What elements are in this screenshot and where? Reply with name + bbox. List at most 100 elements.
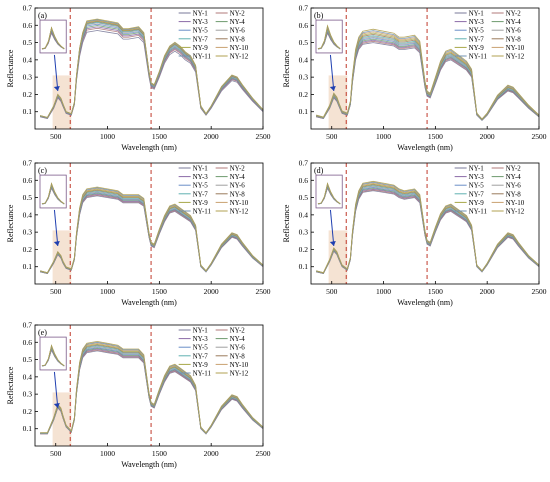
x-tick-label: 1500 bbox=[428, 132, 443, 141]
inset-series-line bbox=[41, 182, 65, 205]
legend-label: NY-6 bbox=[506, 27, 522, 35]
y-tick-label: 0.2 bbox=[299, 245, 309, 254]
x-tick-label: 1500 bbox=[152, 449, 167, 458]
y-tick-label: 0.3 bbox=[23, 73, 33, 82]
legend-label: NY-7 bbox=[469, 190, 485, 198]
legend-label: NY-1 bbox=[469, 10, 485, 18]
y-tick-label: 0.5 bbox=[23, 355, 33, 364]
y-tick-label: 0.2 bbox=[23, 90, 33, 99]
legend-label: NY-2 bbox=[506, 10, 522, 18]
y-tick-label: 0.1 bbox=[299, 107, 309, 116]
y-tick-label: 0.6 bbox=[299, 176, 309, 185]
x-tick-label: 1000 bbox=[100, 132, 115, 141]
x-tick-label: 2500 bbox=[532, 287, 547, 296]
x-tick-label: 1000 bbox=[100, 449, 115, 458]
legend-label: NY-8 bbox=[230, 352, 246, 360]
legend-label: NY-4 bbox=[506, 173, 522, 181]
y-tick-label: 0.4 bbox=[23, 210, 33, 219]
chart-panel-1: 500 1000 1500 2000 2500 0.1 0.2 0.3 0.4 0.5 0.6 0.7… bbox=[6, 4, 271, 153]
x-axis-label: Wavelength (nm) bbox=[121, 460, 177, 469]
axes-frame bbox=[34, 162, 264, 285]
x-tick-label: 2000 bbox=[480, 287, 495, 296]
legend-label: NY-12 bbox=[230, 208, 249, 216]
y-tick-label: 0.3 bbox=[299, 228, 309, 237]
legend-label: NY-11 bbox=[193, 370, 212, 378]
legend-label: NY-3 bbox=[193, 173, 209, 181]
y-axis-label: Reflectance bbox=[6, 204, 15, 242]
legend-label: NY-1 bbox=[469, 165, 485, 173]
x-tick-label: 1000 bbox=[100, 287, 115, 296]
arrow-head-icon bbox=[329, 240, 336, 246]
zoom-arrow bbox=[329, 209, 335, 247]
x-tick-label: 1000 bbox=[376, 132, 391, 141]
legend-label: NY-2 bbox=[506, 165, 522, 173]
legend-label: NY-3 bbox=[469, 18, 485, 26]
y-tick-label: 0.6 bbox=[299, 21, 309, 30]
legend-label: NY-4 bbox=[230, 335, 246, 343]
series-line-NY-12 bbox=[316, 28, 540, 120]
legend-label: NY-9 bbox=[193, 44, 209, 52]
x-tick-label: 500 bbox=[50, 287, 62, 296]
x-tick-label: 2500 bbox=[256, 287, 271, 296]
chart-panel-2: 500 1000 1500 2000 2500 0.1 0.2 0.3 0.4 0.5 0.6 0.7… bbox=[282, 4, 547, 153]
x-tick-label: 2000 bbox=[204, 287, 219, 296]
panel-label: (a) bbox=[38, 11, 47, 20]
legend-label: NY-10 bbox=[230, 44, 249, 52]
legend-label: NY-5 bbox=[193, 344, 209, 352]
highlight-band bbox=[52, 392, 72, 446]
x-tick-label: 2000 bbox=[204, 449, 219, 458]
y-tick-label: 0.2 bbox=[23, 245, 33, 254]
y-tick-label: 0.3 bbox=[23, 228, 33, 237]
legend-label: NY-3 bbox=[193, 18, 209, 26]
y-axis-label: Reflectance bbox=[282, 49, 291, 87]
x-axis-label: Wavelength (nm) bbox=[121, 298, 177, 307]
inset-series-line bbox=[317, 182, 341, 205]
y-tick-label: 0.7 bbox=[23, 321, 33, 330]
y-tick-label: 0.5 bbox=[299, 38, 309, 47]
legend-label: NY-1 bbox=[193, 10, 209, 18]
y-tick-label: 0.6 bbox=[23, 21, 33, 30]
legend-label: NY-6 bbox=[230, 182, 246, 190]
legend-label: NY-9 bbox=[193, 361, 209, 369]
legend-label: NY-1 bbox=[193, 165, 209, 173]
y-tick-label: 0.2 bbox=[23, 407, 33, 416]
legend-label: NY-2 bbox=[230, 165, 246, 173]
legend-label: NY-4 bbox=[230, 18, 246, 26]
legend-label: NY-5 bbox=[193, 27, 209, 35]
legend-label: NY-10 bbox=[230, 361, 249, 369]
legend-label: NY-8 bbox=[506, 35, 522, 43]
x-tick-label: 500 bbox=[50, 449, 62, 458]
legend-label: NY-6 bbox=[230, 27, 246, 35]
panel-label: (e) bbox=[38, 328, 47, 337]
x-tick-label: 2500 bbox=[532, 132, 547, 141]
chart-panel-5: 500 1000 1500 2000 2500 0.1 0.2 0.3 0.4 0.5 0.6 0.7… bbox=[6, 321, 271, 470]
y-axis-label: Reflectance bbox=[282, 204, 291, 242]
x-tick-label: 1500 bbox=[152, 132, 167, 141]
axes-frame bbox=[34, 7, 264, 130]
y-tick-label: 0.5 bbox=[299, 193, 309, 202]
legend-label: NY-3 bbox=[193, 335, 209, 343]
y-tick-label: 0.7 bbox=[23, 4, 33, 13]
y-tick-label: 0.1 bbox=[299, 262, 309, 271]
legend-label: NY-10 bbox=[506, 44, 525, 52]
zoom-arrow bbox=[53, 209, 59, 247]
legend-label: NY-7 bbox=[469, 35, 485, 43]
x-tick-label: 500 bbox=[50, 132, 62, 141]
legend-label: NY-7 bbox=[193, 352, 209, 360]
legend-label: NY-7 bbox=[193, 35, 209, 43]
arrow-head-icon bbox=[53, 85, 60, 91]
chart-panel-3: 500 1000 1500 2000 2500 0.1 0.2 0.3 0.4 0.5 0.6 0.7… bbox=[6, 159, 271, 308]
legend-label: NY-9 bbox=[193, 199, 209, 207]
zoom-arrow bbox=[53, 371, 59, 409]
x-tick-label: 2500 bbox=[256, 449, 271, 458]
y-tick-label: 0.5 bbox=[23, 38, 33, 47]
series-line-NY-12 bbox=[40, 18, 264, 118]
panel-label: (c) bbox=[38, 166, 47, 175]
y-tick-label: 0.2 bbox=[299, 90, 309, 99]
legend-label: NY-4 bbox=[230, 173, 246, 181]
legend-label: NY-12 bbox=[506, 53, 525, 61]
y-tick-label: 0.6 bbox=[23, 176, 33, 185]
legend-label: NY-2 bbox=[230, 327, 246, 335]
legend-label: NY-4 bbox=[506, 18, 522, 26]
zoom-arrow bbox=[329, 54, 335, 92]
